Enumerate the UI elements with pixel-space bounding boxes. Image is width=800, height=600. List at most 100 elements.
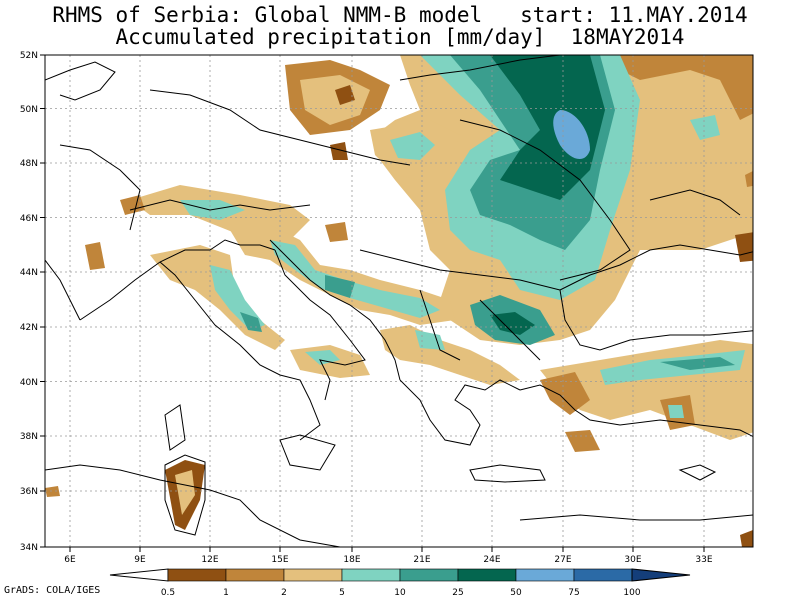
border-iberia — [45, 259, 81, 321]
precip-fields — [45, 55, 753, 547]
axis-ticks — [40, 54, 705, 552]
colorbar-labels: 0.5 1 2 5 10 25 50 75 100 — [161, 588, 641, 598]
precip-area-north-darkteal — [490, 55, 605, 200]
colorbar-label: 1 — [223, 588, 229, 598]
precip-area-turkey-teal — [660, 357, 735, 370]
lon-labels: 6E 9E 12E 15E 18E 21E 24E 27E 30E 33E — [64, 555, 713, 565]
colorbar-left-arrow — [109, 568, 169, 582]
coast-sicily — [279, 434, 336, 471]
coast-north-sea — [45, 61, 116, 101]
precip-area-north-blue — [553, 110, 590, 160]
colorbar-swatch — [457, 568, 517, 582]
lon-label: 24E — [483, 555, 500, 565]
lon-label: 18E — [343, 555, 360, 565]
precip-area-italy-tan — [150, 245, 285, 350]
colorbar-swatch — [515, 568, 575, 582]
precip-cell-sw-1 — [45, 486, 60, 497]
map-title-line1: RHMS of Serbia: Global NMM-B model start… — [52, 3, 748, 27]
precip-area-calabria-aqua — [305, 350, 340, 365]
precip-cell-west-2 — [325, 222, 348, 242]
colorbar-label: 25 — [452, 588, 463, 598]
lon-label: 6E — [64, 555, 76, 565]
colorbar-swatch — [225, 568, 285, 582]
colorbar-label: 2 — [281, 588, 287, 598]
coast-crete — [469, 464, 546, 483]
colorbar-label: 5 — [339, 588, 345, 598]
precip-cell-mid-1 — [330, 142, 348, 160]
map-frame — [44, 54, 754, 548]
coast-italy-east — [274, 249, 366, 401]
precip-area-turkey-brown — [540, 372, 590, 415]
precip-area-greece-aqua — [415, 330, 445, 350]
colorbar-swatch — [167, 568, 227, 582]
precip-area-serbia-darkteal — [490, 312, 535, 335]
precip-cell-east-2 — [745, 171, 753, 187]
lat-label: 48N — [20, 159, 38, 169]
border-poland — [399, 55, 561, 81]
coast-italy-west — [159, 261, 321, 441]
precip-area-italy-aqua — [210, 265, 265, 330]
lon-label: 9E — [134, 555, 146, 565]
colorbar-label: 100 — [623, 588, 640, 598]
lat-label: 36N — [20, 487, 38, 497]
precip-area-czech-tan — [300, 75, 370, 125]
precip-area-czech-brown2 — [335, 85, 355, 105]
lat-label: 44N — [20, 268, 38, 278]
lat-labels: 52N 50N 48N 46N 44N 42N 40N 38N 36N 34N — [20, 51, 38, 553]
colorbar-swatch — [399, 568, 459, 582]
graticule — [45, 55, 753, 547]
precip-area-north-brown — [400, 55, 753, 120]
colorbar-label: 50 — [510, 588, 522, 598]
lon-label: 33E — [695, 555, 712, 565]
border-alps — [129, 199, 311, 211]
coast-france-italy — [79, 239, 276, 321]
colorbar-label: 0.5 — [161, 588, 175, 598]
precip-area-balkan-teal — [325, 275, 355, 298]
colorbar-right-arrow — [631, 568, 691, 582]
precip-cell-west-1 — [85, 242, 105, 270]
lat-label: 50N — [20, 105, 38, 115]
border-east — [459, 119, 631, 281]
lon-label: 15E — [271, 555, 288, 565]
lat-label: 34N — [20, 543, 38, 553]
coast-aegean-turkey — [519, 384, 753, 438]
precip-area-anatolia-aqua — [668, 405, 684, 418]
coast-sea-of-azov — [649, 189, 741, 216]
border-balkans — [359, 249, 561, 361]
coastlines-borders — [45, 55, 753, 547]
border-central — [149, 89, 411, 166]
lat-label: 38N — [20, 432, 38, 442]
coast-sardinia — [164, 454, 206, 536]
colorbar-swatch — [283, 568, 343, 582]
lon-label: 30E — [624, 555, 641, 565]
colorbar-swatch — [341, 568, 401, 582]
lon-label: 27E — [554, 555, 571, 565]
coast-corsica — [164, 404, 186, 451]
precip-area-alps-brown — [120, 195, 145, 215]
coast-adriatic-east — [269, 239, 401, 381]
precip-cell-east-1 — [735, 232, 753, 262]
precip-cell-crete — [565, 430, 600, 452]
grads-credit: GrADS: COLA/IGES — [4, 585, 101, 596]
precip-area-ne-aqua — [690, 115, 720, 140]
coast-africa — [45, 464, 753, 547]
border-france-germany — [59, 144, 141, 231]
lon-label: 12E — [201, 555, 218, 565]
lat-label: 46N — [20, 214, 38, 224]
colorbar-label: 10 — [394, 588, 406, 598]
colorbar-label: 75 — [568, 588, 579, 598]
lat-label: 40N — [20, 378, 38, 388]
colorbar — [109, 568, 691, 582]
coast-cyprus — [678, 464, 717, 481]
precip-cell-cyprus — [740, 530, 753, 547]
lat-label: 52N — [20, 51, 38, 61]
lat-label: 42N — [20, 323, 38, 333]
precip-area-balkan-aqua — [270, 240, 440, 318]
lon-label: 21E — [413, 555, 430, 565]
coast-black-sea — [559, 244, 753, 351]
precip-area-sardinia-tan — [175, 470, 195, 515]
coast-greece — [399, 379, 521, 446]
precip-area-austria-aqua — [390, 132, 435, 160]
map-title-line2: Accumulated precipitation [mm/day] 18MAY… — [115, 25, 685, 49]
